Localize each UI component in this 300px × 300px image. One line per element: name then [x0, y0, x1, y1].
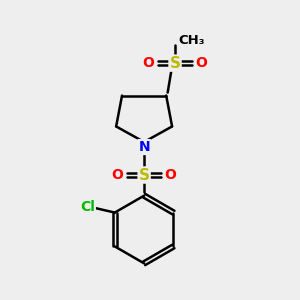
Text: Cl: Cl	[80, 200, 95, 214]
Text: O: O	[142, 56, 154, 70]
Text: CH₃: CH₃	[178, 34, 205, 47]
Text: O: O	[196, 56, 208, 70]
Text: O: O	[165, 168, 176, 182]
Text: O: O	[112, 168, 124, 182]
Text: S: S	[139, 167, 150, 182]
Text: S: S	[169, 56, 181, 70]
Text: N: N	[138, 140, 150, 154]
